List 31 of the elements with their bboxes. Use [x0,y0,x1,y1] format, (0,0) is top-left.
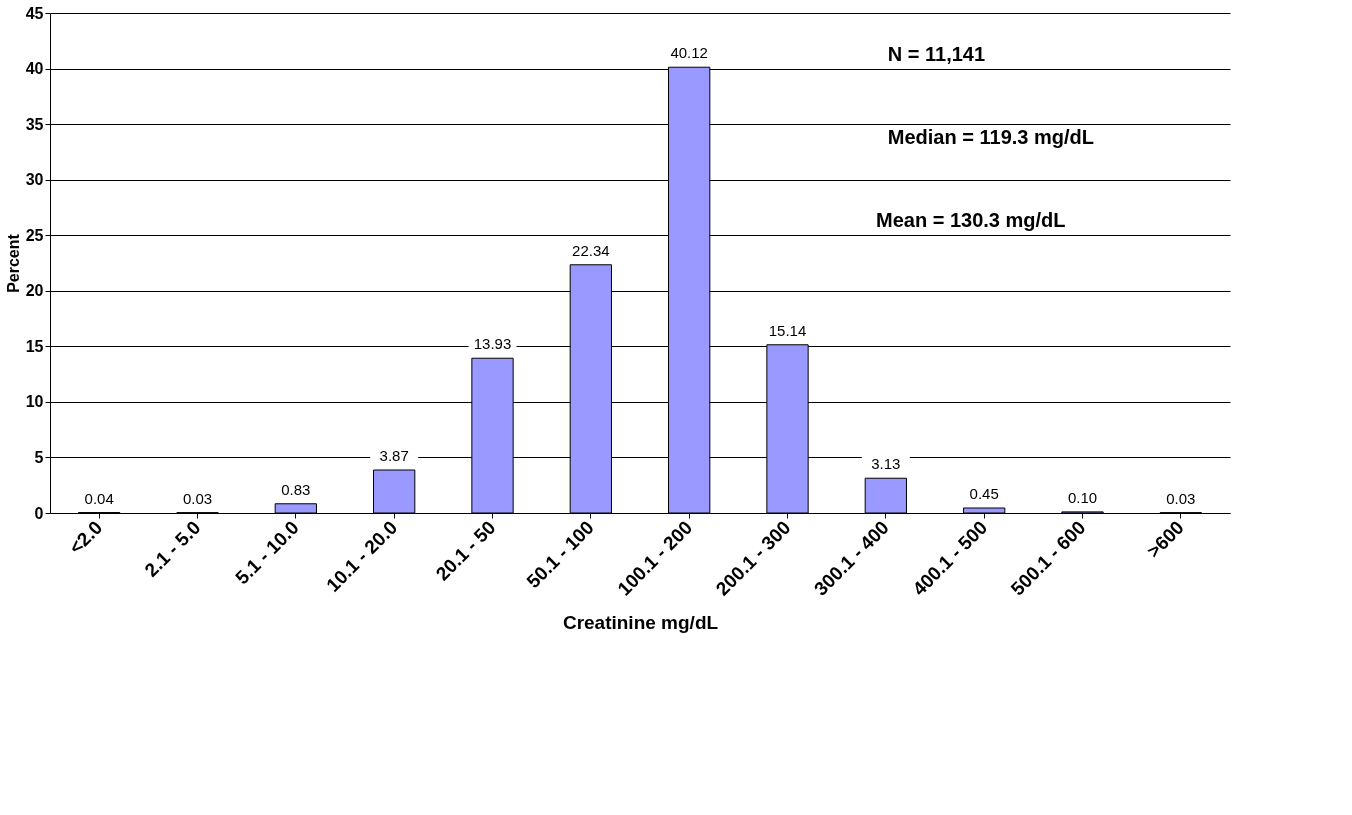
data-label: 0.10 [1067,488,1098,506]
x-tick-label: 2.1 - 5.0 [140,516,205,581]
data-label: 22.34 [572,241,610,259]
x-axis-title: Creatinine mg/dL [562,611,719,633]
y-tick-label: 15 [25,337,44,355]
y-tick-label: 20 [25,282,44,300]
data-label: 13.93 [473,335,512,353]
x-tick-label: <2.0 [64,516,107,559]
data-label: 3.13 [871,455,901,473]
data-label: 3.87 [379,447,409,464]
data-label: 0.83 [281,480,311,498]
data-label: 15.14 [768,321,807,339]
y-tick-label: 25 [25,226,44,244]
y-tick-label: 10 [25,393,44,411]
y-tick-label: 40 [25,60,44,78]
data-label: 0.04 [84,489,114,507]
data-label: 0.03 [182,489,213,507]
annotation: Mean = 130.3 mg/dL [876,209,1066,232]
data-label: 0.45 [969,485,999,502]
data-label: 40.12 [670,44,708,62]
y-tick-label: 5 [34,448,44,466]
annotation: Median = 119.3 mg/dL [887,126,1094,148]
y-tick-label: 45 [25,4,44,22]
x-tick-label: 50.1 - 100 [522,516,598,593]
annotation: N = 11,141 [887,42,986,65]
y-tick-label: 30 [25,171,44,189]
x-tick-label: 20.1 - 50 [431,516,500,585]
data-label: 0.03 [1166,489,1196,507]
y-tick-label: 35 [25,115,44,133]
y-tick-label: 0 [34,504,44,522]
y-axis-title: Percent [4,233,22,293]
